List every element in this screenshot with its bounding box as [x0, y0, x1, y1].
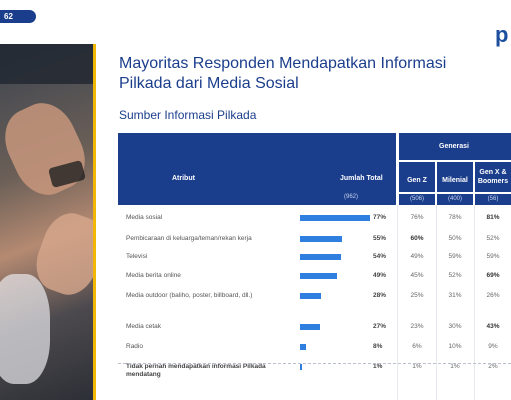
total-bar: [300, 215, 370, 221]
header-attribute: Atribut: [172, 175, 195, 182]
cell-mil: 52%: [448, 272, 462, 279]
cell-mil: 1%: [450, 363, 460, 370]
cell-mil: 30%: [448, 323, 462, 330]
total-bar: [300, 273, 337, 279]
header-total: Jumlah Total: [340, 175, 383, 182]
total-bar: [300, 236, 342, 242]
header-gen-z-n-cell: (506): [399, 194, 435, 205]
table-row: Media sosial 77% 76% 78% 81%: [118, 210, 511, 228]
header-total-n-cell: (962): [118, 194, 396, 205]
header-gen-x-n-cell: (56): [475, 194, 511, 205]
header-gen-x-boomers: Gen X & Boomers: [475, 162, 511, 192]
row-attribute: Media outdoor (baliho, poster, billboard…: [126, 292, 253, 299]
cell-gz: 23%: [410, 323, 424, 330]
people-using-phones-photo: [0, 44, 96, 400]
row-attribute: Tidak pernah mendapatkan informasi Pilka…: [126, 363, 266, 378]
row-attribute: Pembicaraan di keluarga/teman/rekan kerj…: [126, 235, 252, 242]
table-row: Media outdoor (baliho, poster, billboard…: [118, 288, 511, 316]
total-percent: 49%: [373, 272, 387, 279]
table-row: Tidak pernah mendapatkan informasi Pilka…: [118, 359, 511, 387]
cell-gz: 76%: [410, 214, 424, 221]
header-generation-label: Generasi: [439, 143, 469, 150]
page-number-badge: 62: [0, 10, 36, 23]
cell-mil: 31%: [448, 292, 462, 299]
total-bar: [300, 293, 321, 299]
cell-gz: 1%: [412, 363, 422, 370]
cell-gz: 25%: [410, 292, 424, 299]
total-bar: [300, 364, 302, 370]
cell-gx: 43%: [486, 323, 500, 330]
cell-gx: 59%: [486, 253, 500, 260]
table-row: Pembicaraan di keluarga/teman/rekan kerj…: [118, 231, 511, 249]
cell-gz: 6%: [412, 343, 422, 350]
cell-gx: 2%: [488, 363, 498, 370]
total-percent: 27%: [373, 323, 387, 330]
total-bar: [300, 254, 341, 260]
cell-gz: 60%: [410, 235, 424, 242]
total-bar: [300, 324, 320, 330]
total-percent: 54%: [373, 253, 387, 260]
table-row: Media berita online 49% 45% 52% 69%: [118, 268, 511, 286]
row-attribute: Radio: [126, 343, 143, 350]
row-attribute: Televisi: [126, 253, 148, 260]
cell-gx: 69%: [486, 272, 500, 279]
total-percent: 8%: [373, 343, 383, 350]
total-percent: 28%: [373, 292, 387, 299]
table-row: Media cetak 27% 23% 30% 43%: [118, 319, 511, 337]
table-row: Radio 8% 6% 10% 9%: [118, 339, 511, 357]
total-percent: 1%: [373, 363, 383, 370]
header-generation-group: Generasi: [399, 133, 511, 160]
total-bar: [300, 344, 306, 350]
row-divider-dashed: [118, 363, 511, 364]
cell-gx: 9%: [488, 343, 498, 350]
total-percent: 77%: [373, 214, 387, 221]
header-milenial-n-cell: (400): [437, 194, 473, 205]
table-row: Televisi 54% 49% 59% 59%: [118, 249, 511, 267]
survey-table: Atribut Jumlah Total (962) Generasi Gen …: [118, 133, 511, 400]
total-percent: 55%: [373, 235, 387, 242]
table-header: Atribut Jumlah Total: [118, 133, 396, 205]
row-attribute: Media cetak: [126, 323, 162, 330]
cell-mil: 50%: [448, 235, 462, 242]
page-number: 62: [4, 12, 13, 21]
cell-mil: 59%: [448, 253, 462, 260]
header-milenial: Milenial: [437, 162, 473, 192]
header-gen-z: Gen Z: [399, 162, 435, 192]
cell-mil: 78%: [448, 214, 462, 221]
brand-logo: p: [495, 22, 508, 47]
cell-gx: 26%: [486, 292, 500, 299]
cell-gz: 45%: [410, 272, 424, 279]
accent-divider: [93, 44, 96, 400]
cell-gz: 49%: [410, 253, 424, 260]
header-total-n: (962): [344, 194, 359, 200]
row-attribute: Media berita online: [126, 272, 181, 279]
cell-mil: 10%: [448, 343, 462, 350]
row-attribute: Media sosial: [126, 214, 163, 221]
cell-gx: 81%: [486, 214, 500, 221]
slide-title: Mayoritas Responden Mendapatkan Informas…: [119, 55, 447, 92]
table-subtitle: Sumber Informasi Pilkada: [119, 108, 257, 122]
cell-gx: 52%: [486, 235, 500, 242]
